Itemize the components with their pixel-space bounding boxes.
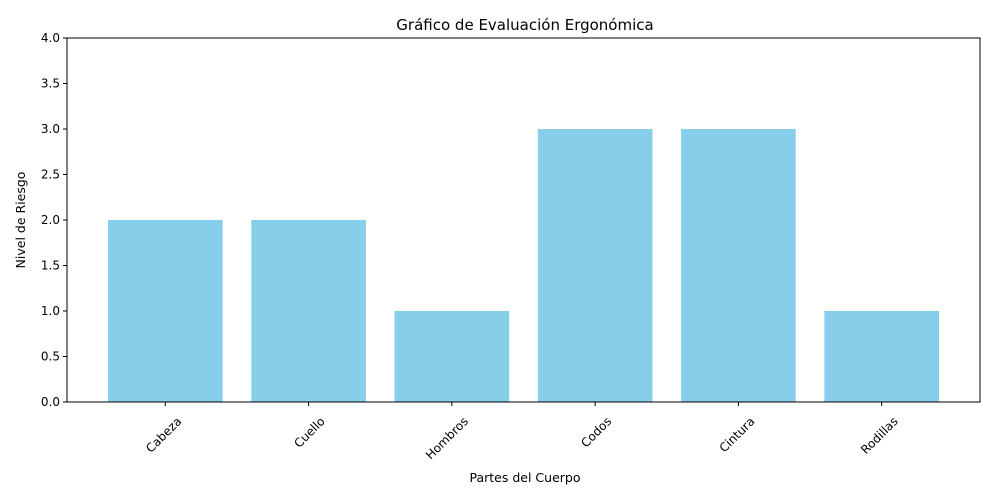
plot-frame	[66, 37, 981, 403]
y-tick-label: 3.0	[41, 122, 60, 136]
bar-codos	[537, 129, 653, 402]
bar-cabeza	[108, 220, 223, 402]
y-tick-label: 1.5	[41, 259, 60, 273]
x-tick-label: Rodillas	[858, 414, 901, 457]
y-tick-label: 2.0	[41, 213, 60, 227]
bar-hombros	[394, 311, 510, 402]
y-tick-label: 2.5	[41, 168, 60, 182]
y-tick-label: 1.0	[41, 304, 60, 318]
x-tick-label: Hombros	[423, 414, 471, 462]
y-tick-label: 0.0	[41, 395, 60, 409]
y-tick-label: 4.0	[41, 31, 60, 45]
x-tick-label: Codos	[578, 414, 614, 450]
bar-cintura	[681, 129, 796, 402]
y-axis-label: Nivel de Riesgo	[13, 172, 28, 269]
x-axis-label: Partes del Cuerpo	[470, 470, 581, 485]
bar-cuello	[251, 220, 366, 402]
x-tick-label: Cuello	[291, 414, 327, 450]
chart-title: Gráfico de Evaluación Ergonómica	[396, 16, 653, 34]
bar-rodillas	[824, 311, 939, 402]
x-tick-label: Cabeza	[143, 414, 184, 455]
x-tick-label: Cintura	[717, 414, 758, 455]
y-tick-label: 3.5	[41, 77, 60, 91]
y-tick-label: 0.5	[41, 350, 60, 364]
